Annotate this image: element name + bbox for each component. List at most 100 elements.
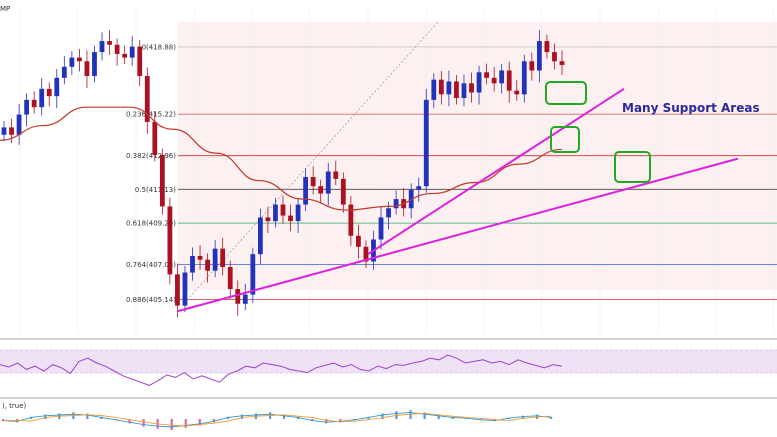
candle-body	[175, 274, 180, 306]
candle-body	[205, 259, 210, 271]
candle-body	[521, 61, 527, 95]
candle-body	[288, 215, 293, 222]
candle-body	[431, 79, 437, 100]
candle-body	[152, 121, 158, 155]
candle-body	[363, 246, 369, 262]
candle-body	[514, 90, 520, 95]
candle-body	[325, 171, 331, 194]
candlesticks	[1, 30, 565, 318]
support-boxes	[545, 81, 651, 183]
fib-level-label: 0(418.88)	[142, 43, 177, 51]
candle-body	[393, 199, 399, 209]
candle-body	[544, 41, 550, 53]
moving-average-line	[0, 106, 563, 211]
candle-body	[77, 57, 82, 62]
candle-body	[84, 61, 90, 76]
candle-body	[107, 41, 112, 45]
candle-body	[348, 204, 354, 236]
candle-body	[340, 178, 346, 205]
candle-body	[99, 41, 105, 53]
indicator-label: ), true)	[2, 402, 27, 410]
candle-body	[39, 88, 45, 108]
candle-body	[182, 272, 188, 306]
candle-body	[197, 256, 203, 260]
candle-body	[446, 81, 452, 95]
macd-bar	[283, 414, 286, 419]
macd-bar	[226, 416, 229, 419]
symbol-label: MP	[0, 5, 10, 13]
candle-body	[61, 66, 67, 78]
fib-level-label: 0.618(409.29)	[126, 220, 176, 228]
candle-body	[24, 99, 30, 115]
lower-trendline	[177, 157, 739, 313]
macd-bar	[451, 416, 454, 419]
macd-bar	[170, 419, 173, 430]
macd-signal-line	[3, 412, 552, 427]
candle-body	[227, 267, 233, 290]
macd-bar	[44, 414, 47, 419]
candle-body	[273, 204, 278, 222]
candle-body	[378, 217, 384, 240]
fib-level-label: 0.5(411.13)	[135, 186, 176, 194]
candle-body	[529, 61, 535, 71]
macd-bar	[325, 419, 328, 424]
candle-body	[416, 186, 422, 190]
candle-body	[310, 177, 316, 187]
candle-body	[92, 52, 97, 76]
macd-bar	[521, 415, 525, 419]
candle-body	[499, 70, 505, 84]
candle-body	[167, 206, 173, 275]
macd-bar	[423, 412, 426, 419]
candle-body	[220, 248, 226, 268]
fib-levels: 0(418.88) 0.236(415.22) 0.382(412.96) 0.5(4…	[126, 43, 777, 304]
candle-body	[386, 208, 391, 218]
macd-bar	[100, 416, 103, 419]
trendlines	[177, 87, 739, 313]
candle-body	[552, 52, 557, 62]
candle-body	[318, 186, 324, 194]
candle-body	[1, 127, 7, 135]
candle-body	[454, 81, 459, 99]
candle-body	[484, 72, 489, 78]
candle-body	[265, 217, 271, 222]
macd-bar	[367, 416, 370, 419]
candle-body	[250, 254, 256, 295]
candle-body	[122, 53, 128, 58]
macd-bar	[30, 416, 33, 419]
candle-body	[257, 217, 263, 255]
macd-bar	[409, 410, 412, 419]
fib-level-label: 0.236(415.22)	[126, 111, 176, 119]
macd-bar	[240, 414, 244, 419]
candle-body	[559, 61, 565, 65]
candle-body	[144, 75, 150, 122]
candle-body	[295, 204, 301, 222]
macd-bar	[297, 416, 300, 419]
fib-level-label: 0.382(412.96)	[126, 152, 176, 160]
candle-body	[461, 83, 467, 99]
macd-bar	[184, 419, 187, 428]
macd-bar	[339, 419, 342, 423]
candle-body	[506, 70, 512, 91]
macd-bar	[86, 413, 89, 419]
support-box	[550, 126, 580, 153]
rsi-line	[0, 354, 563, 386]
candle-body	[54, 77, 60, 97]
candle-body	[303, 177, 309, 205]
macd-bar	[549, 416, 553, 419]
candle-body	[31, 99, 37, 108]
candle-body	[159, 154, 165, 207]
candle-body	[356, 235, 361, 247]
fib-level-label: 0.764(407.03)	[126, 261, 176, 269]
macd-bar	[437, 414, 440, 419]
candle-body	[129, 46, 135, 58]
macd-bar	[128, 419, 131, 424]
candle-body	[212, 248, 218, 271]
macd-bar	[142, 419, 145, 427]
fib-diagonal-line	[186, 21, 439, 301]
candle-body	[46, 88, 52, 97]
candle-body	[190, 256, 195, 273]
candle-body	[423, 99, 429, 187]
macd-bar	[212, 419, 215, 423]
macd-bar	[381, 413, 384, 419]
